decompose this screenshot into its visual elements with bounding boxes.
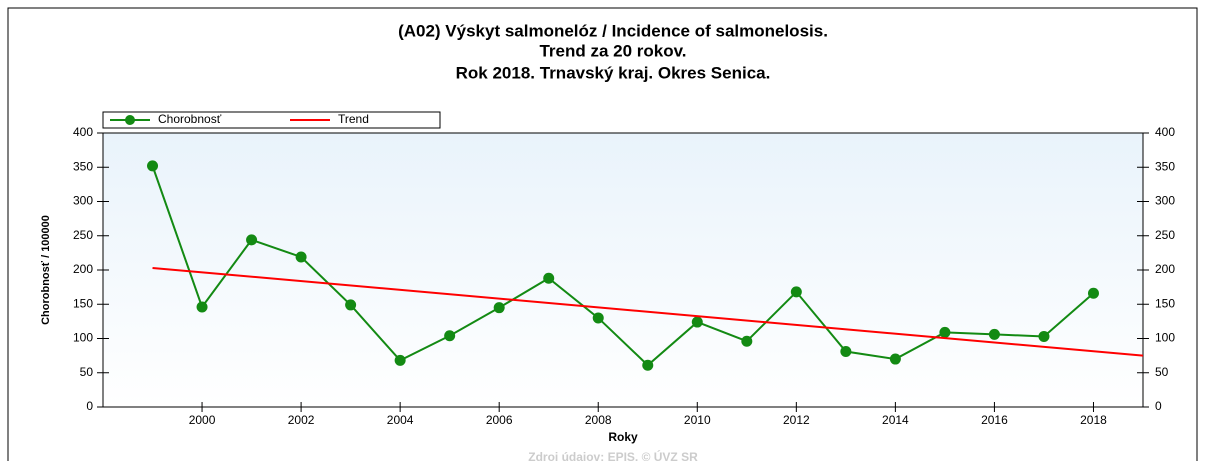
chart-title: Rok 2018. Trnavský kraj. Okres Senica. xyxy=(456,63,771,82)
y2-tick-label: 200 xyxy=(1155,262,1175,276)
y-tick-label: 100 xyxy=(73,331,93,345)
frame xyxy=(7,7,1198,461)
y-tick-label: 150 xyxy=(73,296,93,310)
marker xyxy=(543,272,555,284)
y-tick-label: 300 xyxy=(73,194,93,208)
x-tick-label: 2018 xyxy=(1080,413,1107,427)
x-tick-label: 2002 xyxy=(288,413,315,427)
marker xyxy=(592,312,604,324)
y2-tick-label: 400 xyxy=(1155,125,1175,139)
marker xyxy=(939,326,951,338)
legend-label: Trend xyxy=(338,112,369,126)
marker xyxy=(493,302,505,314)
legend xyxy=(102,111,441,129)
marker xyxy=(889,353,901,365)
y-tick-label: 250 xyxy=(73,228,93,242)
y2-tick-label: 100 xyxy=(1155,331,1175,345)
y2-tick-label: 150 xyxy=(1155,296,1175,310)
y-tick-label: 50 xyxy=(80,365,94,379)
chart-title: Trend za 20 rokov. xyxy=(539,41,686,60)
legend-marker xyxy=(125,115,135,125)
y2-tick-label: 50 xyxy=(1155,365,1169,379)
x-tick-label: 2004 xyxy=(387,413,414,427)
x-tick-label: 2010 xyxy=(684,413,711,427)
marker xyxy=(1087,287,1099,299)
marker xyxy=(790,286,802,298)
y2-tick-label: 350 xyxy=(1155,159,1175,173)
plot-area xyxy=(102,132,1144,408)
series-group xyxy=(147,160,1143,371)
marker xyxy=(444,330,456,342)
marker xyxy=(741,335,753,347)
marker xyxy=(691,316,703,328)
marker xyxy=(840,346,852,358)
chart-title: (A02) Výskyt salmonelóz / Incidence of s… xyxy=(398,21,828,40)
marker xyxy=(1038,330,1050,342)
x-axis-label: Roky xyxy=(608,430,638,444)
x-tick-label: 2014 xyxy=(882,413,909,427)
x-tick-label: 2008 xyxy=(585,413,612,427)
marker xyxy=(147,160,159,172)
y-axis-label: Chorobnosť / 100000 xyxy=(40,215,52,325)
y2-tick-label: 300 xyxy=(1155,194,1175,208)
y-tick-label: 400 xyxy=(73,125,93,139)
marker xyxy=(345,299,357,311)
y-tick-label: 0 xyxy=(86,399,93,413)
legend-label: Chorobnosť xyxy=(158,112,222,126)
y2-tick-label: 0 xyxy=(1155,399,1162,413)
y-tick-label: 200 xyxy=(73,262,93,276)
marker xyxy=(642,359,654,371)
marker xyxy=(246,234,258,246)
marker xyxy=(196,301,208,313)
y-tick-label: 350 xyxy=(73,159,93,173)
marker xyxy=(394,354,406,366)
marker xyxy=(988,328,1000,340)
x-tick-label: 2012 xyxy=(783,413,810,427)
x-tick-label: 2000 xyxy=(189,413,216,427)
x-tick-label: 2016 xyxy=(981,413,1008,427)
x-tick-label: 2006 xyxy=(486,413,513,427)
source: Zdroj údajov: EPIS, © ÚVZ SR xyxy=(528,449,698,461)
line xyxy=(152,266,1143,357)
marker xyxy=(295,251,307,263)
y2-tick-label: 250 xyxy=(1155,228,1175,242)
